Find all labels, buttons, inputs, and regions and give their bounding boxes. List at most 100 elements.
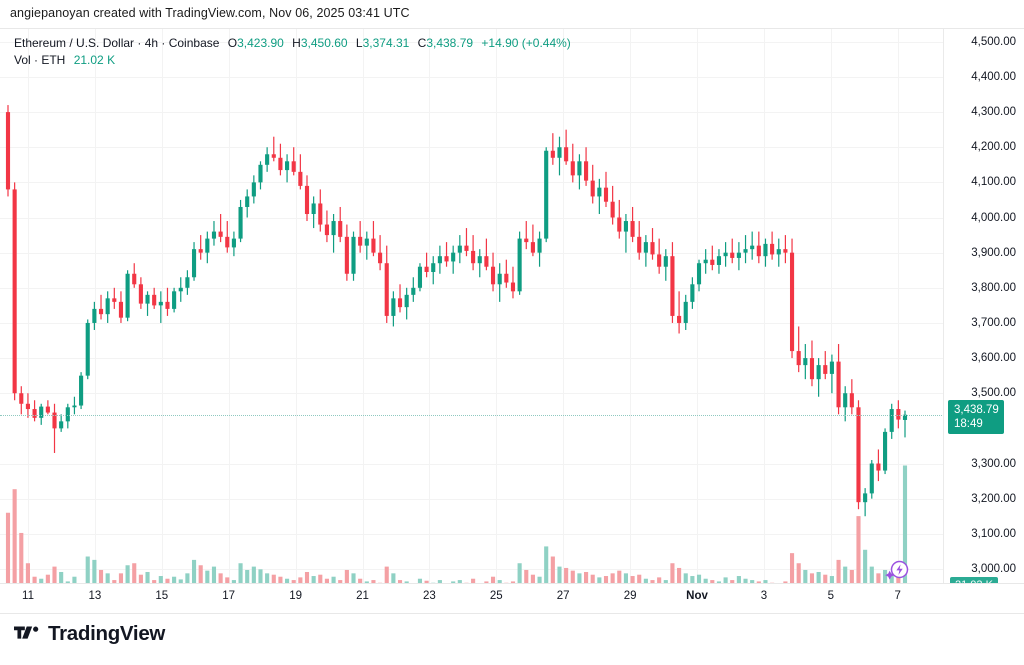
grid-line-horizontal — [0, 533, 943, 535]
volume-badge[interactable]: 21.02 K — [950, 576, 998, 583]
grid-line-horizontal — [0, 182, 943, 184]
candle-body — [98, 308, 104, 315]
candle-body — [663, 256, 668, 267]
candle-body — [112, 298, 117, 302]
time-axis-label: 27 — [556, 590, 570, 602]
time-axis[interactable]: 11 13 15 17 19 21 23 25 27 29 Nov 3 5 7 — [0, 584, 1024, 614]
candle-body — [278, 157, 283, 171]
legend-symbol[interactable]: Ethereum / U.S. Dollar · 4h · Coinbase — [14, 36, 220, 50]
chart-plot-area[interactable]: Ethereum / U.S. Dollar · 4h · Coinbase O… — [0, 29, 944, 583]
volume-bar — [324, 578, 329, 583]
time-axis-label: 17 — [222, 590, 236, 602]
chart-frame: Ethereum / U.S. Dollar · 4h · Coinbase O… — [0, 28, 1024, 584]
candle-body — [776, 249, 781, 255]
candle-wick — [552, 133, 554, 165]
candle-body — [524, 238, 529, 243]
candle-body — [544, 150, 549, 239]
ai-spark-lightning-icon[interactable] — [885, 556, 911, 582]
current-price-line — [0, 414, 943, 416]
volume-bar — [643, 578, 648, 583]
candle-body — [304, 185, 310, 215]
grid-line-horizontal — [0, 358, 943, 360]
grid-line-vertical — [763, 29, 765, 583]
volume-bar — [471, 578, 476, 583]
volume-bar — [617, 570, 622, 583]
volume-bar — [809, 573, 815, 583]
price-axis[interactable]: 4,500.00 4,400.00 4,300.00 4,200.00 4,100.00… — [944, 29, 1024, 583]
candle-body — [25, 403, 30, 410]
candle-body — [85, 322, 90, 376]
candle-body — [843, 393, 848, 408]
candle-body — [245, 196, 250, 207]
candle-body — [172, 291, 177, 309]
volume-bar — [597, 577, 602, 583]
volume-bar — [311, 576, 316, 583]
candle-body — [391, 298, 396, 316]
candle-body — [118, 301, 124, 318]
grid-line-vertical — [161, 29, 163, 583]
candle-body — [52, 412, 57, 429]
volume-bar — [185, 573, 190, 583]
time-axis-label: Nov — [686, 590, 708, 602]
volume-bar — [364, 581, 369, 583]
volume-bar — [12, 489, 17, 583]
candle-body — [291, 161, 296, 172]
chart-legend: Ethereum / U.S. Dollar · 4h · Coinbase O… — [14, 35, 571, 69]
candle-body — [191, 249, 197, 278]
candle-body — [431, 263, 436, 272]
candle-body — [318, 203, 323, 225]
candle-body — [79, 375, 84, 406]
candle-body — [265, 154, 270, 165]
candle-body — [331, 221, 336, 236]
volume-bar — [198, 565, 203, 583]
attribution-text: angiepanoyan created with TradingView.co… — [10, 6, 410, 20]
candle-body — [218, 231, 223, 237]
tradingview-wordmark: TradingView — [48, 622, 166, 645]
grid-line-horizontal — [0, 41, 943, 43]
volume-bar — [730, 580, 735, 583]
candle-body — [610, 201, 615, 218]
grid-line-horizontal — [0, 322, 943, 324]
candle-wick — [824, 351, 826, 380]
candle-body — [743, 249, 748, 253]
candle-wick — [426, 252, 428, 278]
grid-line-vertical — [697, 29, 698, 583]
legend-volume-label[interactable]: Vol · ETH — [14, 53, 66, 67]
price-axis-label: 4,100.00 — [971, 176, 1016, 189]
candle-wick — [532, 224, 534, 257]
candle-wick — [485, 238, 487, 271]
candle-body — [138, 284, 143, 304]
candle-wick — [100, 294, 102, 320]
candle-body — [670, 256, 675, 316]
candle-body — [198, 249, 203, 253]
volume-bar — [351, 573, 356, 583]
candle-body — [384, 263, 389, 316]
candle-body — [736, 252, 741, 258]
current-price-badge[interactable]: 3,438.79 18:49 — [948, 399, 1004, 434]
candle-body — [889, 409, 894, 432]
candle-wick — [711, 245, 713, 271]
volume-bar — [789, 553, 795, 583]
volume-bar — [603, 576, 609, 583]
candle-body — [185, 277, 190, 288]
volume-bar — [743, 578, 748, 583]
candle-body — [477, 256, 482, 264]
grid-line-horizontal — [0, 147, 943, 149]
candle-body — [836, 361, 841, 408]
volume-bar — [650, 580, 655, 583]
candle-body — [92, 308, 97, 323]
candle-body — [417, 266, 423, 288]
candle-body — [125, 273, 130, 318]
candle-body — [311, 203, 316, 215]
volume-bar — [112, 580, 117, 583]
volume-bar — [251, 566, 256, 583]
volume-bar — [637, 574, 642, 583]
candle-body — [530, 242, 535, 253]
volume-bar — [245, 569, 250, 583]
candle-wick — [512, 266, 514, 299]
candle-wick — [678, 291, 680, 334]
volume-bar — [318, 574, 323, 583]
tradingview-footer-logo[interactable]: TradingView — [14, 622, 165, 646]
candle-body — [723, 252, 728, 257]
candle-body — [829, 361, 834, 374]
